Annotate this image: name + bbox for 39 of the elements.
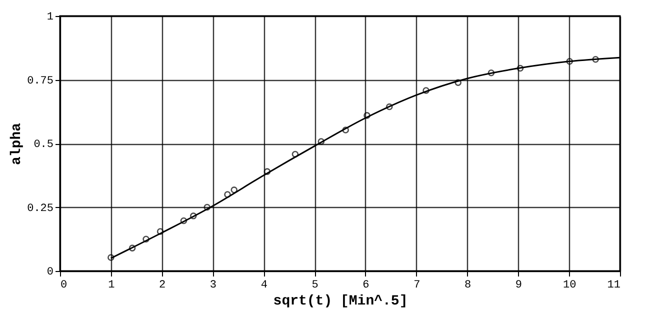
x-tick-label: 9 [515,280,522,292]
x-tick-label: 5 [312,280,318,292]
point [516,64,524,72]
point [488,69,495,76]
x-tick-label: 10 [562,280,576,292]
y-axis-title: alpha [9,122,26,166]
y-tick-label: 0.5 [34,139,54,151]
point [224,191,231,198]
point [386,103,393,110]
point [264,168,271,175]
x-tick-label: 4 [260,280,268,292]
x-tick-label: 0 [60,280,68,292]
y-tick-label: 0.25 [27,202,54,215]
x-tick-label: 8 [464,280,472,292]
point [454,79,462,86]
y-tick-label: 0.75 [27,75,54,88]
x-tick-label: 3 [210,280,217,292]
y-tick-label: 0 [46,266,54,278]
x-tick-label: 1 [108,280,116,292]
point [422,87,430,94]
point [204,204,211,211]
point [342,126,349,134]
point [142,236,150,243]
point [566,58,573,65]
point [230,186,238,194]
point [292,150,299,158]
point [180,217,188,224]
y-tick-label: 1 [46,12,54,24]
point [364,112,370,119]
point [592,56,599,63]
x-tick-label: 7 [414,280,420,292]
x-tick-label: 2 [159,280,166,292]
x-tick-label: 11 [607,280,621,292]
x-axis-title: sqrt(t) [Min^.5] [273,294,408,310]
point [318,138,325,145]
point [128,244,136,252]
point [156,228,164,235]
point [190,212,197,220]
x-tick-label: 6 [362,280,370,292]
